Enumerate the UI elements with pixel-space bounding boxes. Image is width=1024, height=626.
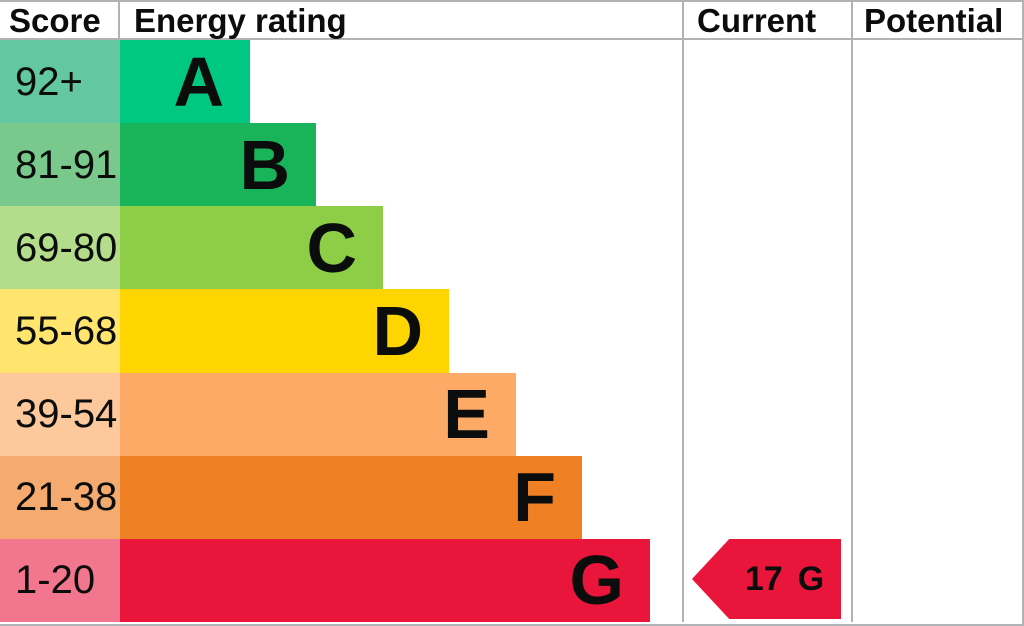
rating-bar-f: F <box>120 455 582 539</box>
current-rating-letter: G <box>797 560 825 598</box>
rating-bar-g: G <box>120 538 650 622</box>
rating-letter: C <box>306 208 357 287</box>
header-energy-rating-label: Energy rating <box>134 1 347 39</box>
band-row-c: 69-80 C <box>0 206 682 290</box>
rating-bar-c: C <box>120 206 383 290</box>
rating-letter: D <box>372 291 423 370</box>
current-score-value: 17 <box>744 560 783 598</box>
score-range-label: 21-38 <box>0 455 120 539</box>
potential-column <box>851 40 1022 622</box>
header-score-label: Score <box>9 1 101 39</box>
header-score: Score <box>0 2 120 38</box>
header-current: Current <box>682 2 851 38</box>
band-row-d: 55-68 D <box>0 289 682 373</box>
score-range-label: 92+ <box>0 40 120 124</box>
score-range-label: 39-54 <box>0 372 120 456</box>
band-row-g: 1-20 G <box>0 538 682 622</box>
rating-letter: E <box>443 375 490 454</box>
current-column: 17 G <box>682 40 851 622</box>
rating-letter: A <box>173 42 224 121</box>
header-energy-rating: Energy rating <box>120 2 682 38</box>
band-row-e: 39-54 E <box>0 372 682 456</box>
chart-body: 92+ A 81-91 B 69-80 C 55-68 <box>0 40 1022 622</box>
current-rating-arrow: 17 G <box>692 539 841 619</box>
band-row-a: 92+ A <box>0 40 682 124</box>
score-range-label: 1-20 <box>0 538 120 622</box>
rating-bands: 92+ A 81-91 B 69-80 C 55-68 <box>0 40 682 622</box>
rating-bar-b: B <box>120 123 316 207</box>
header-potential: Potential <box>851 2 1022 38</box>
band-row-b: 81-91 B <box>0 123 682 207</box>
header-current-label: Current <box>697 1 817 39</box>
score-range-label: 81-91 <box>0 123 120 207</box>
rating-bar-d: D <box>120 289 449 373</box>
table-header: Score Energy rating Current Potential <box>0 2 1022 40</box>
rating-letter: G <box>569 541 624 620</box>
score-range-label: 55-68 <box>0 289 120 373</box>
rating-letter: F <box>513 458 556 537</box>
score-range-label: 69-80 <box>0 206 120 290</box>
band-row-f: 21-38 F <box>0 455 682 539</box>
rating-bar-e: E <box>120 372 516 456</box>
rating-bar-a: A <box>120 40 250 124</box>
header-potential-label: Potential <box>864 1 1004 39</box>
rating-letter: B <box>239 125 290 204</box>
